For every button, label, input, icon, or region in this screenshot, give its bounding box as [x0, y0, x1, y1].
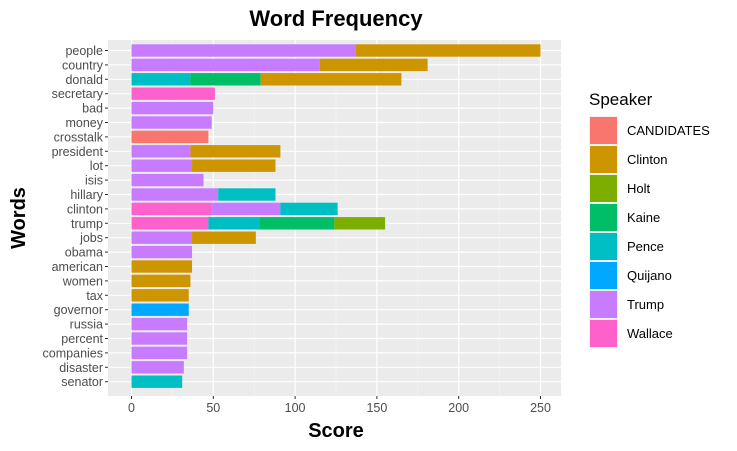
bar-segment-donald-clinton [260, 73, 402, 86]
bar-segment-president-clinton [190, 145, 281, 158]
bar-segment-lot-trump [131, 159, 193, 172]
x-tick-label: 150 [366, 401, 387, 415]
bar-segment-secretary-wallace [131, 87, 215, 100]
legend-title: Speaker [589, 90, 653, 109]
y-tick-label: money [65, 116, 103, 130]
y-tick-label: president [52, 145, 104, 159]
legend-key-trump [590, 291, 617, 318]
y-tick-label: disaster [59, 361, 103, 375]
bar-segment-trump-wallace [131, 217, 209, 230]
bars [131, 44, 541, 388]
bar-segment-trump-kaine [259, 217, 335, 230]
bar-segment-president-trump [131, 145, 191, 158]
bar-segment-bad-trump [131, 101, 214, 115]
y-tick-label: bad [82, 102, 103, 116]
y-tick-label: country [62, 58, 104, 72]
x-tick-labels: 0 50 100 150 200 250 [128, 396, 551, 415]
y-tick-label: people [65, 44, 103, 58]
bar-segment-jobs-clinton [192, 231, 256, 244]
x-tick-label: 0 [128, 401, 135, 415]
bar-segment-russia-trump [131, 317, 188, 331]
bar-segment-isis-trump [131, 173, 204, 187]
legend-key-candidates [590, 117, 617, 144]
y-tick-label: clinton [67, 202, 103, 216]
legend-label: Wallace [627, 326, 673, 341]
bar-segment-people-trump [131, 44, 356, 57]
bar-segment-donald-kaine [190, 73, 261, 86]
bar-segment-clinton-pence [280, 202, 338, 216]
bar-segment-trump-holt [334, 217, 386, 230]
legend-label: Kaine [627, 210, 660, 225]
legend-label: Pence [627, 239, 664, 254]
x-tick-label: 250 [530, 401, 551, 415]
bar-segment-country-trump [131, 58, 320, 72]
y-tick-labels: peoplecountrydonaldsecretarybadmoneycros… [43, 44, 108, 389]
x-axis-title: Score [308, 420, 364, 442]
legend-label: Quijano [627, 268, 672, 283]
legend-label: Trump [627, 297, 664, 312]
legend-key-kaine [590, 204, 617, 231]
legend-key-clinton [590, 146, 617, 173]
bar-segment-trump-pence [208, 217, 260, 230]
bar-segment-companies-trump [131, 346, 188, 360]
legend-label: Holt [627, 181, 651, 196]
bar-segment-tax-clinton [131, 289, 189, 302]
bar-segment-hillary-trump [131, 188, 219, 201]
legend-label: Clinton [627, 152, 667, 167]
bar-segment-obama-trump [131, 245, 193, 259]
bar-segment-country-clinton [319, 58, 428, 72]
legend-key-wallace [590, 320, 617, 347]
y-tick-label: senator [61, 375, 103, 389]
bar-segment-crosstalk-candidates [131, 130, 209, 144]
legend-key-holt [590, 175, 617, 202]
bar-segment-disaster-trump [131, 361, 184, 374]
y-tick-label: russia [70, 318, 103, 332]
bar-segment-women-clinton [131, 274, 191, 288]
bar-segment-american-clinton [131, 260, 193, 273]
x-tick-label: 200 [448, 401, 469, 415]
x-tick-label: 100 [285, 401, 306, 415]
y-tick-label: percent [61, 332, 103, 346]
bar-segment-donald-pence [131, 73, 191, 86]
y-tick-label: women [62, 274, 103, 288]
y-tick-label: companies [43, 346, 103, 360]
bar-segment-people-clinton [355, 44, 541, 57]
bar-segment-senator-pence [131, 375, 183, 388]
bar-segment-clinton-wallace [131, 202, 212, 216]
x-tick-label: 50 [206, 401, 220, 415]
y-tick-label: hillary [70, 188, 103, 202]
chart-title: Word Frequency [249, 6, 423, 31]
bar-segment-governor-quijano [131, 303, 189, 316]
y-tick-label: secretary [52, 87, 104, 101]
y-tick-label: lot [90, 159, 104, 173]
bar-segment-jobs-trump [131, 231, 193, 244]
y-tick-label: trump [71, 217, 103, 231]
bar-segment-money-trump [131, 116, 212, 129]
legend: Speaker CANDIDATES Clinton Holt Kaine Pence Q… [589, 90, 710, 348]
y-tick-label: jobs [79, 231, 103, 245]
bar-segment-clinton-trump [211, 202, 281, 216]
bar-segment-percent-trump [131, 332, 188, 345]
legend-key-quijano [590, 262, 617, 289]
y-tick-label: tax [86, 289, 103, 303]
legend-key-pence [590, 233, 617, 260]
bar-segment-lot-clinton [192, 159, 276, 172]
legend-label: CANDIDATES [627, 123, 710, 138]
y-tick-label: crosstalk [54, 130, 104, 144]
y-tick-label: obama [65, 246, 103, 260]
y-tick-label: isis [85, 174, 103, 188]
grid [108, 40, 561, 396]
bar-segment-hillary-pence [218, 188, 276, 201]
y-tick-label: donald [65, 73, 103, 87]
y-axis-title: Words [8, 187, 30, 249]
y-tick-label: governor [54, 303, 103, 317]
y-tick-label: american [52, 260, 103, 274]
